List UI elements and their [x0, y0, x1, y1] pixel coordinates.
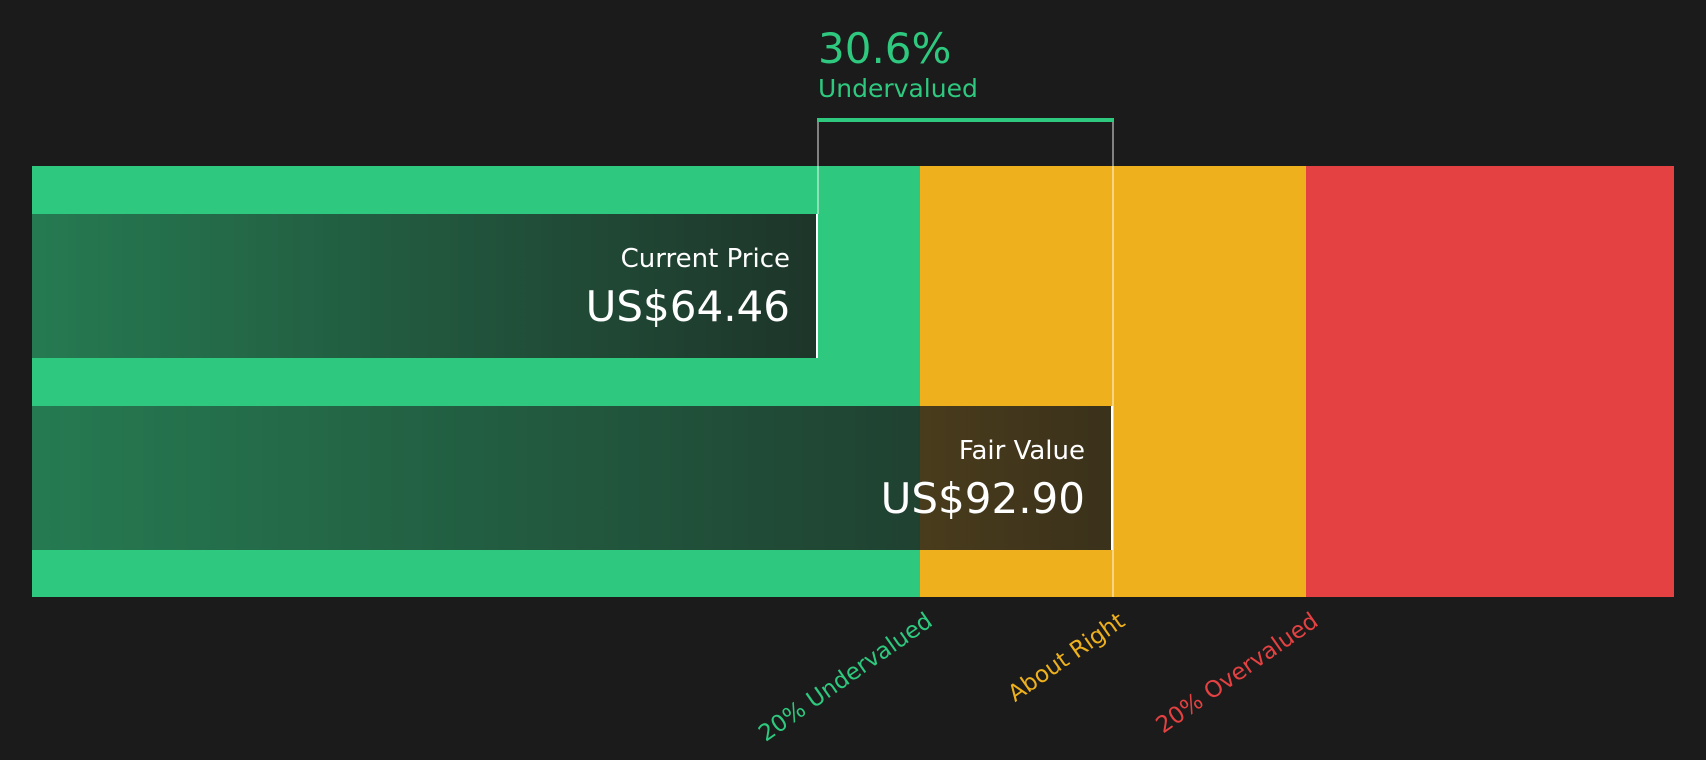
fair-value-label: Fair Value [958, 436, 1085, 466]
fair-value-marker-line [1112, 120, 1114, 597]
zone-label-about-right: About Right [1003, 608, 1130, 708]
zone-label-undervalued: 20% Undervalued [753, 608, 937, 748]
current-price-value: US$64.46 [585, 282, 790, 331]
zone-overvalued [1306, 166, 1674, 597]
fair-value-value: US$92.90 [880, 474, 1085, 523]
current-price-label: Current Price [620, 244, 790, 274]
current-price-bar: Current Price US$64.46 [32, 214, 818, 358]
difference-bracket [817, 118, 1114, 122]
fair-value-bar: Fair Value US$92.90 [32, 406, 1113, 550]
current-price-marker-line [817, 120, 819, 214]
zone-label-overvalued: 20% Overvalued [1151, 608, 1323, 739]
difference-percent: 30.6% [818, 24, 952, 73]
difference-label: Undervalued [818, 74, 978, 103]
